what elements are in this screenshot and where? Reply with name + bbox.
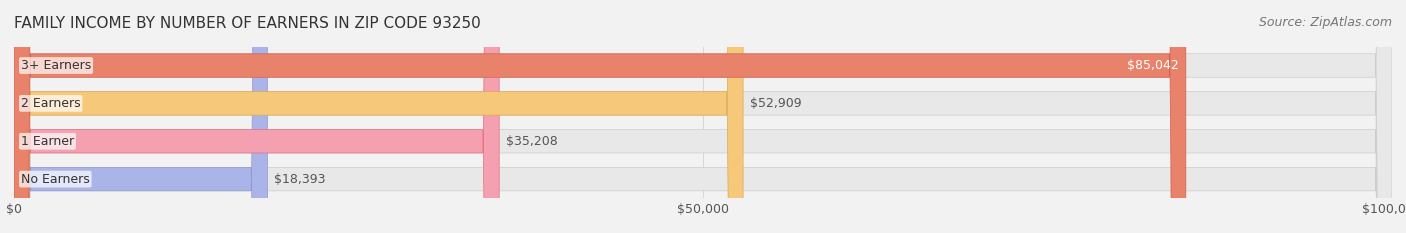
Text: 1 Earner: 1 Earner <box>21 135 75 148</box>
FancyBboxPatch shape <box>14 0 1392 233</box>
FancyBboxPatch shape <box>14 0 267 233</box>
FancyBboxPatch shape <box>14 0 499 233</box>
Text: 2 Earners: 2 Earners <box>21 97 80 110</box>
FancyBboxPatch shape <box>14 0 1392 233</box>
Text: $18,393: $18,393 <box>274 173 326 186</box>
FancyBboxPatch shape <box>14 0 744 233</box>
Text: No Earners: No Earners <box>21 173 90 186</box>
Text: $35,208: $35,208 <box>506 135 558 148</box>
FancyBboxPatch shape <box>14 0 1392 233</box>
FancyBboxPatch shape <box>14 0 1392 233</box>
Text: 3+ Earners: 3+ Earners <box>21 59 91 72</box>
Text: $85,042: $85,042 <box>1128 59 1180 72</box>
Text: $52,909: $52,909 <box>749 97 801 110</box>
FancyBboxPatch shape <box>14 0 1185 233</box>
Text: Source: ZipAtlas.com: Source: ZipAtlas.com <box>1258 16 1392 29</box>
Text: FAMILY INCOME BY NUMBER OF EARNERS IN ZIP CODE 93250: FAMILY INCOME BY NUMBER OF EARNERS IN ZI… <box>14 16 481 31</box>
